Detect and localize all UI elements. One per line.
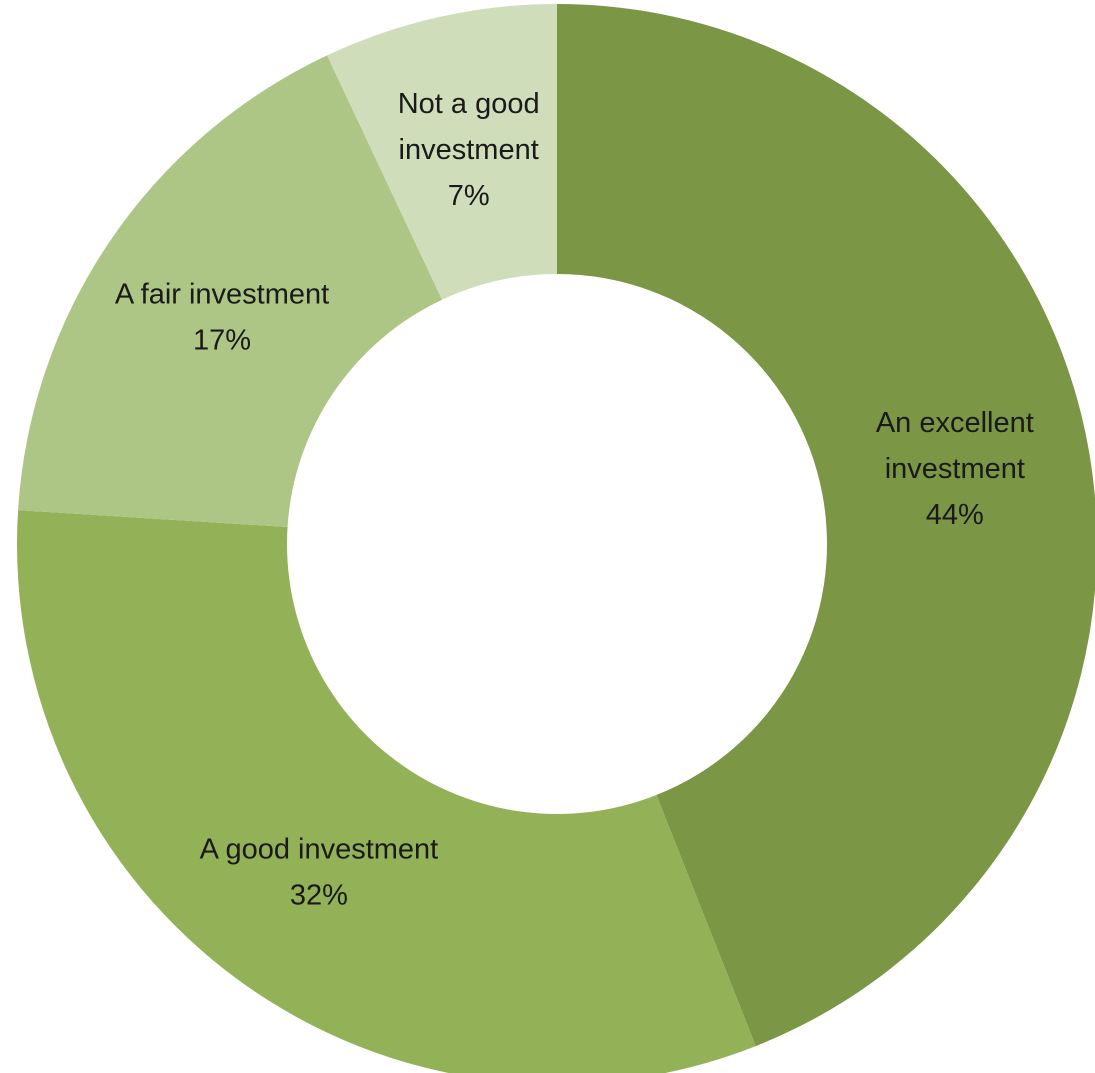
slice-value-label: 32% — [290, 880, 348, 912]
slice-label-0: An excellent investment 44% — [876, 407, 1034, 531]
donut-slice-2 — [18, 55, 443, 528]
slice-label-1: A good investment 32% — [200, 834, 439, 912]
slice-label-3: Not a good investment 7% — [398, 88, 540, 212]
slice-value-label: 17% — [193, 324, 251, 356]
slice-category-label: A fair investment — [115, 278, 329, 310]
donut-slice-0 — [557, 4, 1095, 1047]
slice-category-label: An excellent — [876, 407, 1034, 439]
slice-category-label: A good investment — [200, 834, 439, 866]
donut-slice-1 — [17, 510, 756, 1073]
slices-layer — [17, 4, 1095, 1073]
slice-category-label: Not a good — [398, 88, 540, 120]
slice-label-2: A fair investment 17% — [115, 278, 329, 356]
donut-slice-3 — [327, 4, 557, 300]
labels-layer: An excellent investment 44% A good investme… — [115, 88, 1034, 912]
slice-value-label: 7% — [448, 180, 490, 212]
slice-category-label: investment — [399, 134, 539, 166]
slice-category-label: investment — [885, 453, 1025, 485]
slice-value-label: 44% — [926, 499, 984, 531]
